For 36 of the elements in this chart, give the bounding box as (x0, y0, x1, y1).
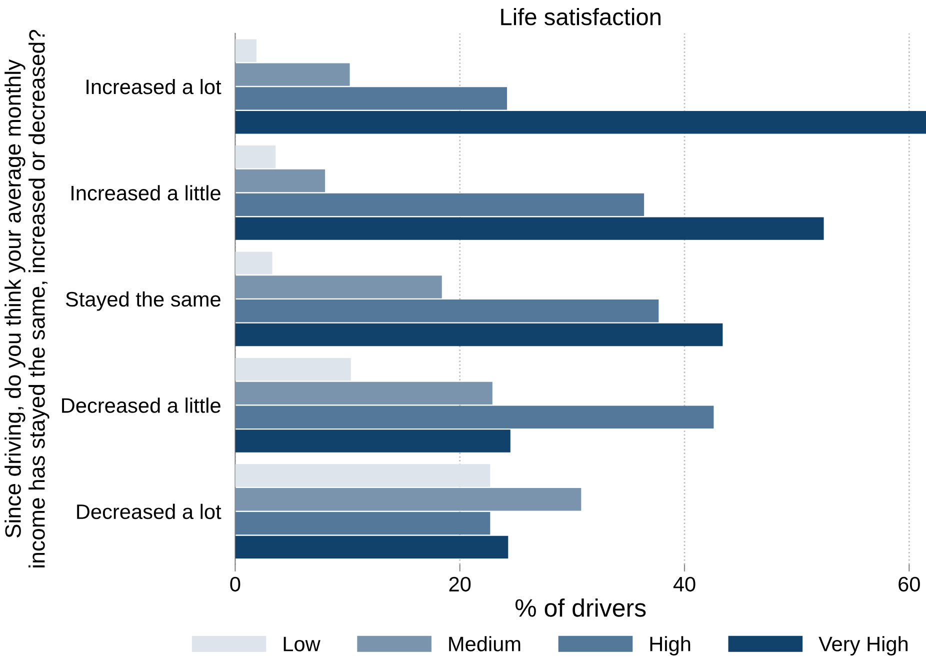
y-tick-label: Stayed the same (66, 291, 220, 311)
legend-label: High (650, 636, 690, 656)
bar (235, 536, 508, 559)
legend-label: Low (284, 636, 320, 652)
bar (235, 111, 926, 134)
bar (235, 464, 490, 487)
bar (235, 276, 442, 298)
bar (235, 300, 659, 322)
bar (235, 193, 644, 216)
y-tick-label: Decreased a little (62, 398, 220, 413)
bar (235, 63, 350, 86)
bar (235, 146, 276, 168)
y-tick-label: Decreased a lot (77, 504, 222, 520)
bar (235, 488, 582, 511)
bar (235, 87, 508, 110)
chart-title: Life satisfaction (501, 8, 660, 26)
y-tick-label: Increased a lot (86, 78, 222, 94)
x-tick-label: 0 (230, 576, 240, 592)
x-tick-label: 60 (898, 576, 920, 592)
x-axis-title: % of drivers (516, 598, 646, 617)
bar (235, 430, 510, 452)
legend-label: Very High (818, 636, 908, 656)
bar (235, 512, 490, 535)
bar (235, 358, 351, 381)
bar (235, 217, 824, 240)
bar (235, 39, 257, 62)
x-tick-label: 20 (449, 576, 471, 592)
bar (235, 406, 714, 428)
bar (235, 382, 492, 405)
legend-label: Medium (449, 636, 520, 652)
y-tick-label: Increased a little (72, 185, 220, 200)
bar (235, 169, 326, 192)
bar (235, 323, 723, 346)
y-axis-title: Since driving, do you think your average monthly income has stayed the same, increased or decreased? (4, 30, 50, 568)
x-tick-label: 40 (673, 576, 696, 592)
bar (235, 252, 272, 274)
